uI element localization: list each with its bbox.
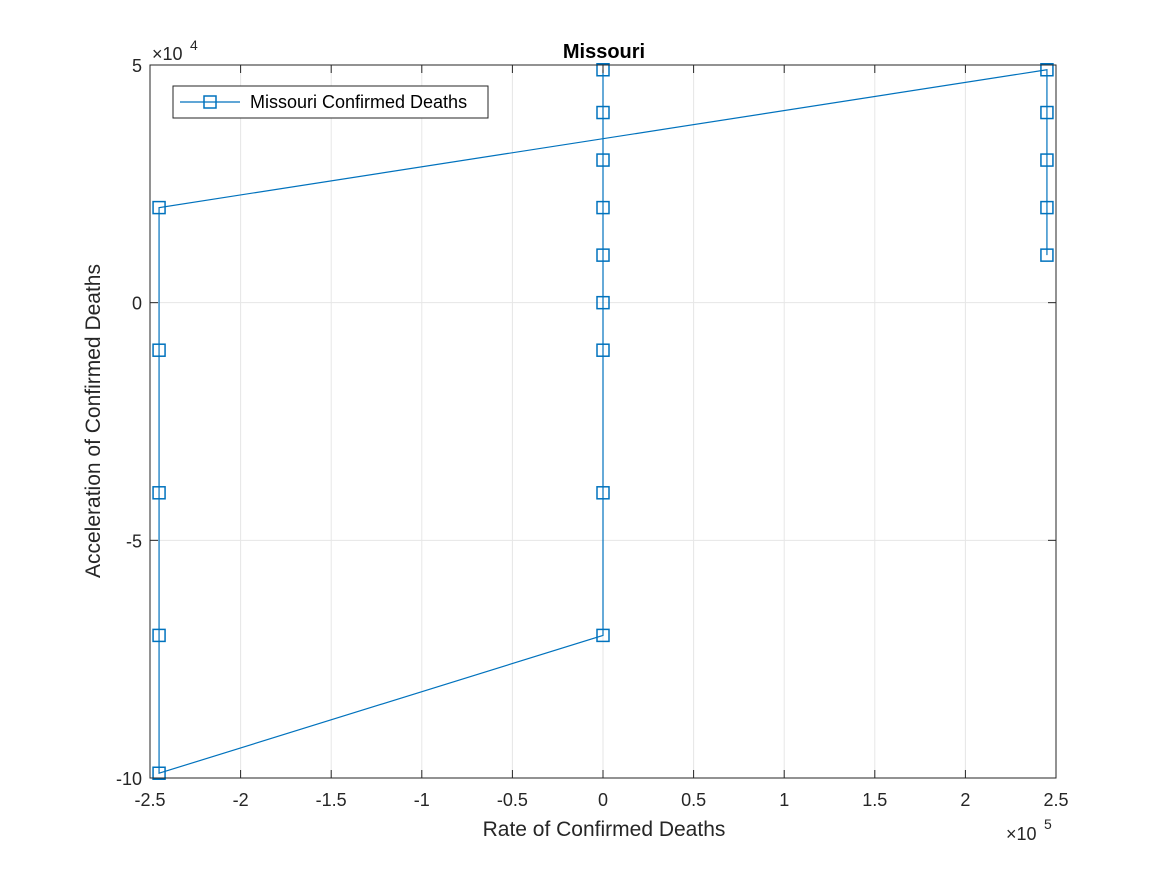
x-tick-label: 1 [779,790,789,810]
tick-marks [149,64,1057,779]
data-point-marker [596,343,610,357]
x-exponent-power: 5 [1044,816,1052,832]
data-point-marker [596,295,610,310]
chart-title: Missouri [563,41,645,63]
data-point-marker [152,486,166,500]
legend-marker [203,95,217,109]
x-tick-label: -2 [233,790,249,810]
x-tick-label: 0 [598,790,608,810]
y-axis-label: Acceleration of Confirmed Deaths [82,264,105,578]
x-tick-labels: -2.5 -2 -1.5 -1 -0.5 0 0.5 1 1.5 2 2.5 [134,790,1068,810]
data-point-marker [1040,105,1054,120]
data-point-marker [152,628,166,643]
data-point-marker [152,343,166,357]
x-tick-label: -2.5 [134,790,165,810]
x-tick-label: 2 [960,790,970,810]
x-tick-label: -0.5 [497,790,528,810]
legend-label: Missouri Confirmed Deaths [250,92,467,112]
y-tick-labels: -10 -5 0 5 [116,56,142,789]
y-tick-label: 0 [132,294,142,314]
x-exponent-label: ×10 5 [1006,816,1052,844]
data-point-marker [596,153,610,167]
y-tick-label: 5 [132,56,142,76]
data-point-marker [596,486,610,500]
data-point-marker [1040,200,1054,215]
y-tick-label: -10 [116,769,142,789]
x-tick-label: -1.5 [316,790,347,810]
data-point-marker [596,105,610,120]
data-point-marker [596,248,610,262]
data-point-marker [596,63,610,77]
data-point-marker [596,200,610,215]
x-tick-label: -1 [414,790,430,810]
y-exponent-power: 4 [190,37,198,53]
data-point-marker [152,200,166,215]
legend: Missouri Confirmed Deaths [172,85,489,119]
data-point-marker [1040,248,1054,262]
data-point-marker [596,628,610,643]
series-line [158,69,1048,775]
x-exponent-base: ×10 [1006,824,1037,844]
data-point-marker [152,766,166,780]
plot-area [149,63,1057,780]
data-point-marker [1040,153,1054,167]
x-tick-label: 2.5 [1043,790,1068,810]
x-axis-label: Rate of Confirmed Deaths [483,818,726,841]
y-exponent-base: ×10 [152,44,183,64]
x-tick-label: 0.5 [681,790,706,810]
series-layer [152,63,1054,780]
y-tick-label: -5 [126,531,142,551]
y-exponent-label: ×10 4 [152,37,198,64]
data-point-marker [1040,63,1054,77]
x-tick-label: 1.5 [862,790,887,810]
